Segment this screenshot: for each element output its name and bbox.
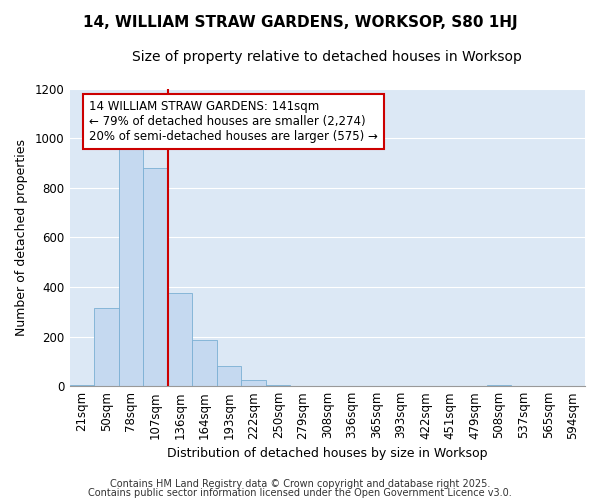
Text: 14, WILLIAM STRAW GARDENS, WORKSOP, S80 1HJ: 14, WILLIAM STRAW GARDENS, WORKSOP, S80 …: [83, 15, 517, 30]
Bar: [143, 168, 168, 386]
X-axis label: Distribution of detached houses by size in Worksop: Distribution of detached houses by size …: [167, 447, 488, 460]
Bar: [192, 340, 217, 386]
Bar: [241, 380, 266, 386]
Y-axis label: Number of detached properties: Number of detached properties: [15, 139, 28, 336]
Bar: [487, 385, 511, 386]
Bar: [70, 385, 94, 386]
Bar: [266, 385, 290, 386]
Title: Size of property relative to detached houses in Worksop: Size of property relative to detached ho…: [133, 50, 522, 64]
Bar: [217, 366, 241, 386]
Bar: [94, 308, 119, 386]
Text: Contains public sector information licensed under the Open Government Licence v3: Contains public sector information licen…: [88, 488, 512, 498]
Text: Contains HM Land Registry data © Crown copyright and database right 2025.: Contains HM Land Registry data © Crown c…: [110, 479, 490, 489]
Bar: [119, 138, 143, 386]
Text: 14 WILLIAM STRAW GARDENS: 141sqm
← 79% of detached houses are smaller (2,274)
20: 14 WILLIAM STRAW GARDENS: 141sqm ← 79% o…: [89, 100, 378, 143]
Bar: [168, 293, 192, 386]
